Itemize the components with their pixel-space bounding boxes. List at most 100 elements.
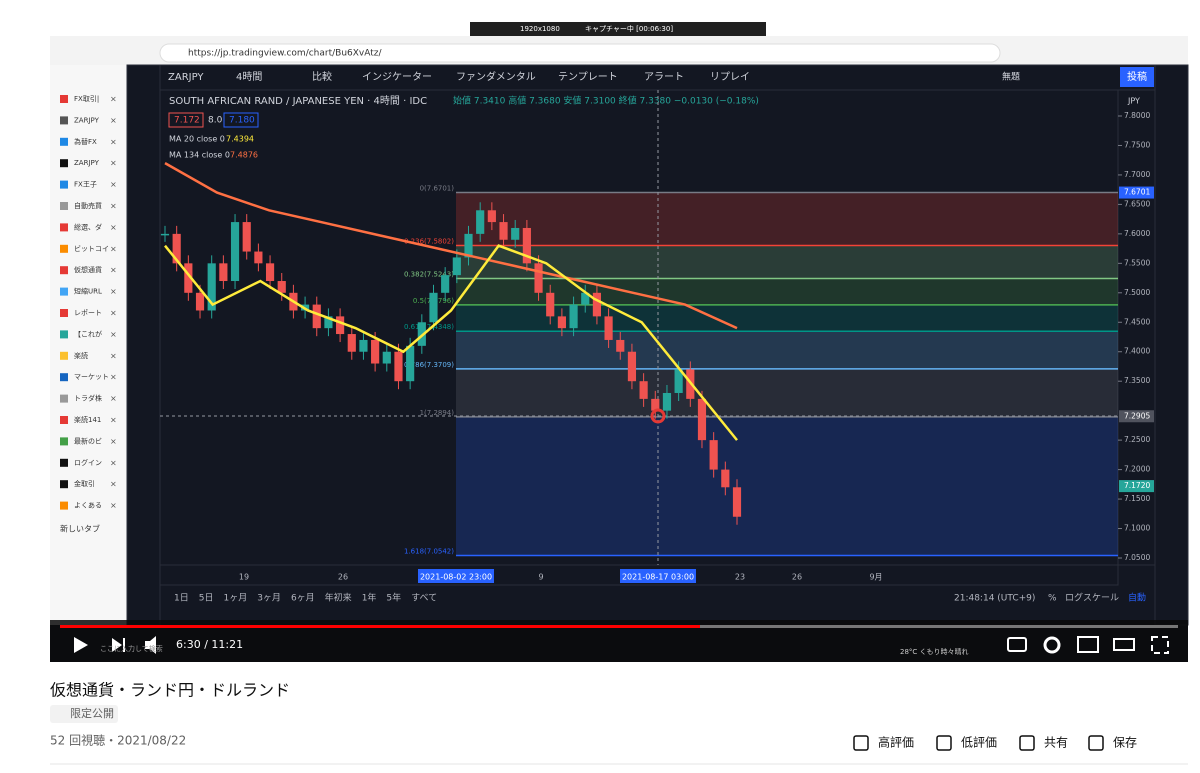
tab-close[interactable]: ×	[110, 394, 117, 403]
subtitles-icon[interactable]	[1007, 637, 1027, 652]
tab-close[interactable]: ×	[110, 180, 117, 189]
tab-close[interactable]: ×	[110, 95, 117, 104]
price-marker-label: 7.2905	[1124, 411, 1150, 420]
tab-close[interactable]: ×	[110, 480, 117, 489]
action-label[interactable]: 保存	[1113, 736, 1137, 750]
theater-icon[interactable]	[1113, 638, 1135, 651]
tab-close[interactable]: ×	[110, 137, 117, 146]
tab-close[interactable]: ×	[110, 116, 117, 125]
currency[interactable]: JPY	[1127, 97, 1140, 106]
tab-close[interactable]: ×	[110, 373, 117, 382]
tab-label[interactable]: 為替FX	[74, 137, 97, 146]
symbol[interactable]: ZARJPY	[168, 72, 204, 83]
price-marker	[1119, 410, 1154, 423]
candle	[394, 351, 403, 382]
tab-label[interactable]: マーケット	[74, 373, 109, 381]
taskbar-search[interactable]: ここに入力して検索	[100, 644, 163, 653]
tab-close[interactable]: ×	[110, 330, 117, 339]
play-icon[interactable]	[74, 637, 88, 653]
tab-sidebar	[50, 65, 127, 625]
tab-label[interactable]: 金取引	[74, 479, 95, 488]
toolbar-item[interactable]: リプレイ	[710, 71, 750, 83]
tab-close[interactable]: ×	[110, 501, 117, 510]
range-button[interactable]: 5年	[386, 592, 401, 604]
tab-close[interactable]: ×	[110, 202, 117, 211]
new-tab[interactable]: 新しいタブ	[60, 524, 100, 534]
action-icon[interactable]	[936, 735, 952, 751]
x-tick-label: 26	[792, 573, 802, 582]
tab-close[interactable]: ×	[110, 244, 117, 253]
toolbar-item[interactable]: インジケーター	[362, 71, 432, 83]
publish[interactable]: 投稿	[1127, 70, 1147, 83]
tab-label[interactable]: よくある	[74, 502, 102, 510]
range-button[interactable]: 5日	[199, 593, 214, 604]
tab-label[interactable]: ログイン	[74, 458, 102, 467]
volume-icon[interactable]	[145, 636, 156, 654]
action-label[interactable]: 高評価	[878, 735, 914, 750]
action-icon[interactable]	[1019, 735, 1035, 751]
toolbar-item[interactable]: アラート	[644, 71, 684, 83]
publish-button[interactable]	[1120, 67, 1154, 87]
range-button[interactable]: 年初来	[325, 592, 352, 604]
tab-close[interactable]: ×	[110, 458, 117, 467]
action-icon[interactable]	[853, 735, 869, 751]
tab-icon	[60, 116, 68, 125]
y-tick-label: 7.5000	[1124, 288, 1150, 297]
range-button[interactable]: 1ヶ月	[223, 593, 247, 604]
tab-close[interactable]: ×	[110, 351, 117, 360]
tab-close[interactable]: ×	[110, 437, 117, 446]
tab-label[interactable]: 仮想通貨	[74, 265, 102, 274]
tab-label[interactable]: 短縮URL	[74, 287, 102, 296]
tab-close[interactable]: ×	[110, 287, 117, 296]
tab-label[interactable]: 楽読141	[74, 415, 101, 424]
fib-zone	[456, 278, 1118, 305]
next-icon[interactable]	[112, 638, 122, 652]
interval[interactable]: 4時間	[236, 71, 262, 83]
tab-label[interactable]: 楽読	[74, 351, 88, 360]
action-icon[interactable]	[1088, 735, 1104, 751]
fib-label: 0.382(7.5243)	[404, 270, 454, 278]
tab-label[interactable]: ZARJPY	[74, 159, 100, 167]
action-label[interactable]: 共有	[1044, 736, 1068, 750]
ma20-label: MA 20 close 0	[169, 135, 225, 144]
tab-label[interactable]: レポート	[74, 309, 102, 317]
tab-label[interactable]: 【これが	[74, 329, 102, 338]
range-button[interactable]: 6ヶ月	[291, 593, 315, 604]
toolbar-item[interactable]: 比較	[312, 70, 332, 83]
tab-label[interactable]: ZARJPY	[74, 116, 100, 124]
tab-label[interactable]: 総選、ダ	[74, 222, 102, 231]
range-button[interactable]: 1日	[174, 593, 189, 604]
auto-scale[interactable]: 自動	[1128, 592, 1146, 604]
layout-name[interactable]: 無題	[1002, 71, 1020, 83]
fib-zone	[456, 331, 1118, 369]
tab-close[interactable]: ×	[110, 223, 117, 232]
candle	[219, 263, 228, 282]
tab-label[interactable]: 自動売買	[74, 201, 102, 210]
tab-close[interactable]: ×	[110, 309, 117, 318]
tab-label[interactable]: FX取引|	[74, 94, 99, 103]
action-label[interactable]: 低評価	[961, 735, 997, 750]
tab-icon	[60, 287, 68, 296]
toolbar-item[interactable]: テンプレート	[558, 71, 618, 83]
log-scale[interactable]: ログスケール	[1065, 592, 1119, 604]
candle	[207, 263, 216, 311]
tab-label[interactable]: ビットコイ	[74, 244, 109, 253]
fullscreen-icon[interactable]	[1151, 636, 1169, 654]
y-tick-label: 7.0500	[1124, 553, 1150, 562]
address-bar[interactable]	[159, 43, 1001, 63]
range-button[interactable]: 1年	[362, 592, 377, 604]
tab-label[interactable]: FX王子	[74, 181, 97, 189]
tab-close[interactable]: ×	[110, 266, 117, 275]
tab-close[interactable]: ×	[110, 159, 117, 168]
miniplayer-icon[interactable]	[1077, 636, 1099, 653]
range-button[interactable]: すべて	[411, 593, 437, 604]
tab-label[interactable]: トラダ株	[74, 394, 102, 403]
spread: 8.0	[208, 116, 223, 126]
tab-label[interactable]: 最新のビ	[74, 436, 102, 445]
tab-close[interactable]: ×	[110, 416, 117, 425]
candle	[464, 233, 473, 258]
percent[interactable]: %	[1048, 594, 1057, 604]
settings-icon[interactable]	[1043, 636, 1061, 654]
range-button[interactable]: 3ヶ月	[257, 593, 281, 604]
toolbar-item[interactable]: ファンダメンタル	[456, 70, 536, 83]
